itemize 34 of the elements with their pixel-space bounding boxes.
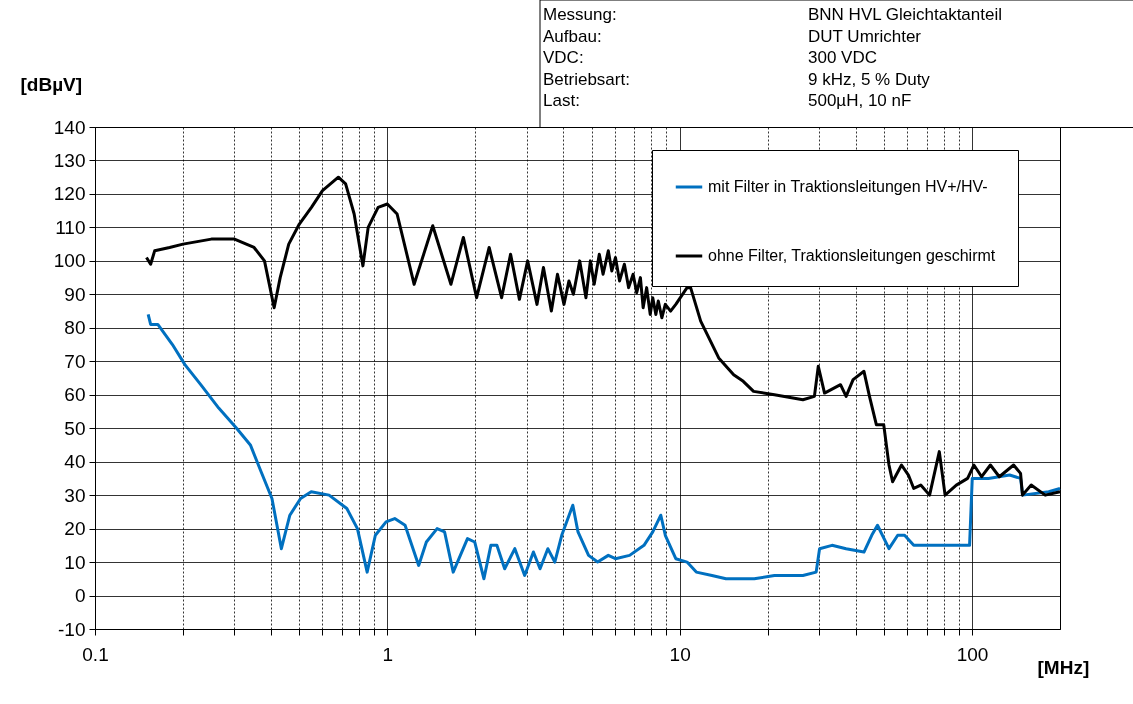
legend-label: mit Filter in Traktionsleitungen HV+/HV- (708, 178, 988, 195)
y-tick-label: 30 (64, 484, 86, 506)
x-tick-label: 100 (956, 643, 989, 665)
x-tick-label: 1 (382, 643, 394, 665)
y-tick-label: 40 (64, 451, 86, 473)
y-axis-title: [dBµV] (20, 73, 83, 95)
x-tick-label: 0.1 (82, 643, 109, 665)
text: Aufbau: (543, 26, 602, 46)
y-tick-label: 110 (55, 216, 86, 238)
y-tick-label: 60 (64, 384, 86, 406)
text: 9 kHz, 5 % Duty (808, 69, 931, 89)
y-tick-label: 10 (64, 551, 86, 573)
text: 500µH, 10 nF (808, 91, 912, 110)
y-tick-label: 120 (53, 183, 86, 205)
y-tick-label: 70 (64, 350, 86, 372)
y-tick-label: 140 (53, 116, 86, 138)
y-tick-label: 80 (64, 317, 86, 339)
y-tick-label: 50 (64, 417, 86, 439)
x-axis-title: [MHz] (1037, 656, 1090, 678)
x-tick-label: 10 (669, 643, 691, 665)
y-tick-label: 100 (53, 250, 86, 272)
y-tick-label: 0 (74, 585, 86, 607)
text: DUT Umrichter (808, 26, 922, 46)
text: VDC: (543, 48, 584, 67)
text: Messung: (543, 5, 617, 24)
y-tick-label: 130 (53, 149, 86, 171)
y-tick-label: 20 (64, 518, 86, 540)
text: BNN HVL Gleichtaktanteil (808, 5, 1003, 24)
text: 300 VDC (808, 48, 877, 67)
text: Last: (543, 91, 580, 110)
legend-label: ohne Filter, Traktionsleitungen geschirmt (708, 247, 996, 264)
y-tick-label: 90 (64, 283, 86, 305)
y-tick-label: -10 (58, 618, 86, 640)
text: Betriebsart: (543, 69, 630, 89)
